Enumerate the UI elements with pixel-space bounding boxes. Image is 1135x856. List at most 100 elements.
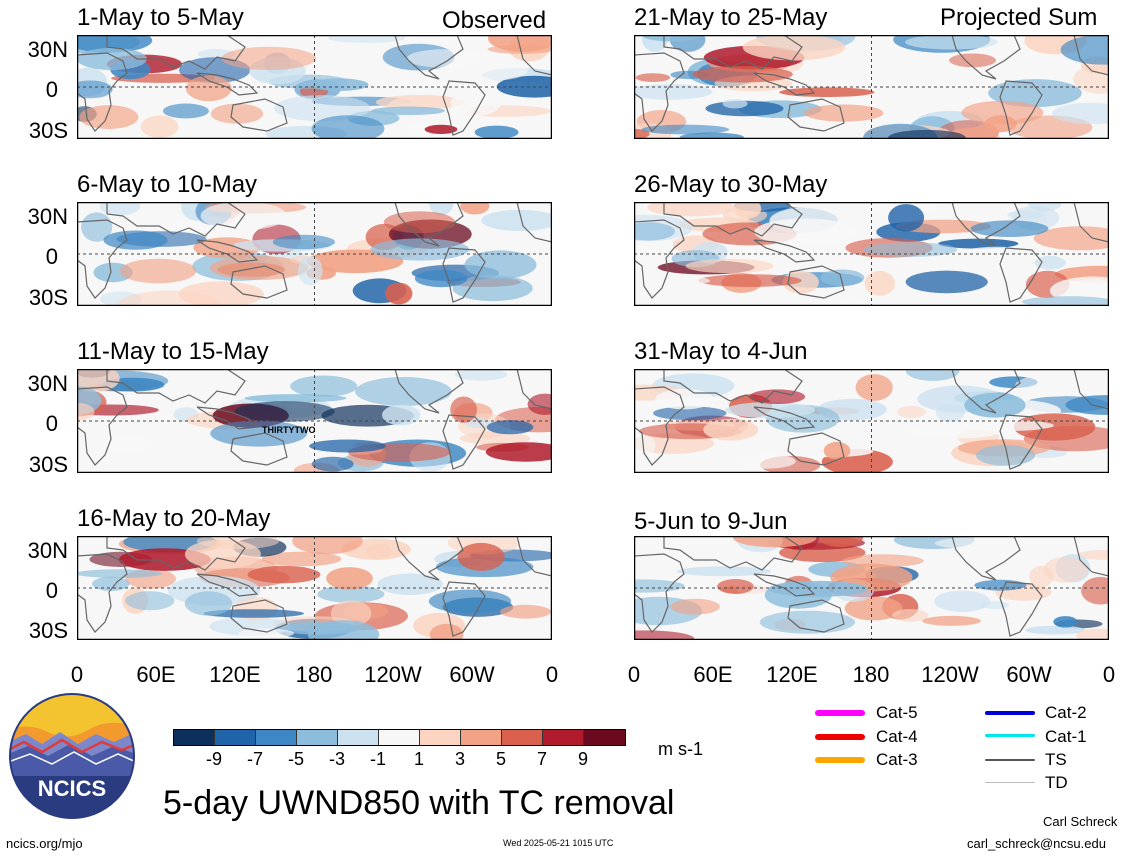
map-frame xyxy=(77,202,552,306)
anomaly-blob xyxy=(641,124,730,135)
lon-label: 180 xyxy=(295,662,333,687)
anomaly-blob xyxy=(382,404,421,426)
anomaly-blob xyxy=(429,202,454,216)
footer-url[interactable]: ncics.org/mjo xyxy=(6,836,83,851)
lon-label: 180 xyxy=(852,662,890,687)
anomaly-blob xyxy=(1073,279,1109,289)
colorbar-cell xyxy=(296,729,338,746)
legend-label-td: TD xyxy=(1045,773,1068,792)
anomaly-blob xyxy=(863,242,958,257)
legend-swatch-cat1 xyxy=(985,734,1035,737)
anomaly-blob xyxy=(185,75,232,102)
anomaly-blob xyxy=(125,591,175,611)
lon-label: 60W xyxy=(1006,662,1052,687)
lat-label-30s: 30S xyxy=(28,118,68,143)
anomaly-blob xyxy=(905,35,998,50)
anomaly-blob xyxy=(647,202,736,217)
coastline xyxy=(196,406,259,430)
coastline xyxy=(516,536,552,577)
colorbar-cell xyxy=(173,729,215,746)
coastline xyxy=(663,536,803,571)
lon-label: 120W xyxy=(364,662,422,687)
anomaly-blob xyxy=(988,79,1082,108)
coastline xyxy=(1073,202,1109,243)
anomaly-blob xyxy=(77,453,124,473)
map-panel xyxy=(634,202,1109,306)
colorbar-tick-label: 7 xyxy=(536,749,548,769)
lat-label-30n: 30N xyxy=(27,538,68,563)
coastline xyxy=(951,202,1021,247)
anomaly-blob xyxy=(77,569,162,578)
coastline xyxy=(106,202,246,237)
anomaly-blob xyxy=(1021,296,1109,306)
coastline xyxy=(442,414,486,470)
observed-label: Observed xyxy=(442,7,547,34)
panel-title-left-4: 16-May to 20-May xyxy=(77,505,271,532)
anomaly-blob xyxy=(184,539,261,569)
anomaly-blob xyxy=(460,202,490,215)
coastline xyxy=(1073,536,1109,577)
coastline xyxy=(634,386,685,466)
coastline xyxy=(634,219,685,299)
anomaly-blob xyxy=(450,396,477,423)
footer-timestamp: Wed 2025-05-21 1015 UTC xyxy=(503,838,614,848)
coastline xyxy=(516,35,552,76)
coastline xyxy=(230,265,288,299)
coastline xyxy=(951,369,1021,414)
anomaly-blob xyxy=(676,566,771,577)
anomaly-blob xyxy=(92,576,130,591)
colorbar-cell xyxy=(214,729,256,746)
anomaly-blob xyxy=(823,441,851,460)
colorbar-tick-label: 3 xyxy=(454,749,466,769)
coastline xyxy=(442,581,486,637)
lon-label: 120E xyxy=(209,662,261,687)
anomaly-blob xyxy=(703,418,759,441)
logo-text: NCICS xyxy=(38,776,106,801)
panel-title-right-3: 31-May to 4-Jun xyxy=(634,338,808,365)
anomaly-blob xyxy=(1034,255,1066,270)
legend-label-cat2: Cat-2 xyxy=(1045,703,1087,722)
anomaly-blob xyxy=(452,275,533,302)
map-frame xyxy=(634,536,1109,640)
panel-title-right-2: 26-May to 30-May xyxy=(634,171,828,198)
anomaly-blob xyxy=(820,269,865,287)
anomaly-blob xyxy=(1025,625,1086,635)
legend-swatch-ts xyxy=(985,759,1035,761)
anomaly-blob xyxy=(685,258,774,274)
anomaly-blob xyxy=(414,269,468,288)
anomaly-blob xyxy=(971,207,1015,223)
lat-label-0: 0 xyxy=(45,578,58,603)
lon-label: 60W xyxy=(449,662,495,687)
coastline xyxy=(77,553,128,633)
anomaly-blob xyxy=(892,609,929,622)
coastline xyxy=(787,98,845,132)
anomaly-blob xyxy=(717,579,754,594)
coastline xyxy=(663,35,803,70)
lat-label-30n: 30N xyxy=(27,204,68,229)
anomaly-blob xyxy=(1028,202,1062,212)
anomaly-blob xyxy=(424,124,458,134)
anomaly-blob xyxy=(184,591,233,616)
anomaly-blob xyxy=(1076,628,1109,640)
coastline xyxy=(753,406,816,430)
coastline xyxy=(394,536,464,581)
anomaly-blob xyxy=(1007,210,1044,220)
anomaly-blob xyxy=(405,122,434,139)
coastline xyxy=(999,80,1043,136)
anomaly-blob xyxy=(210,420,308,447)
footer-email[interactable]: carl_schreck@ncsu.edu xyxy=(967,836,1106,851)
anomaly-blob xyxy=(311,456,354,472)
anomaly-blob xyxy=(234,401,335,422)
map-panel xyxy=(77,35,552,139)
lon-label: 0 xyxy=(545,662,559,687)
coastline xyxy=(753,239,816,263)
colorbar-tick-label: -3 xyxy=(328,749,346,769)
anomaly-blob xyxy=(474,125,519,139)
map-panel xyxy=(77,369,552,473)
anomaly-blob xyxy=(1081,576,1109,605)
anomaly-blob xyxy=(500,604,551,619)
anomaly-blob xyxy=(162,103,209,119)
anomaly-blob xyxy=(210,103,264,124)
colorbar-cell xyxy=(419,729,461,746)
map-frame xyxy=(634,202,1109,306)
